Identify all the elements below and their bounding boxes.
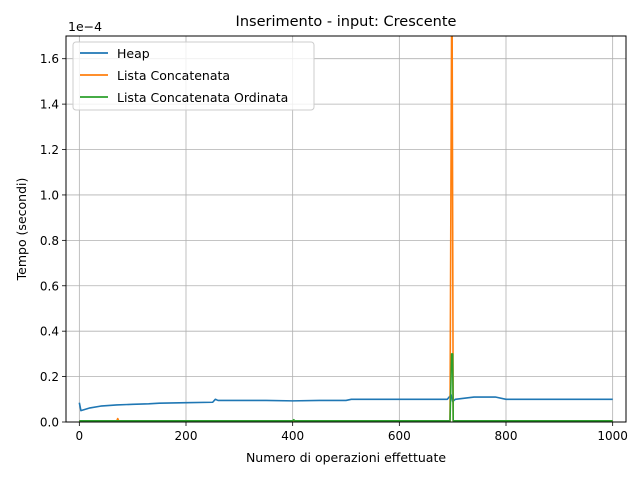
y-tick-label: 0.8 (40, 234, 59, 248)
y-tick-label: 1.0 (40, 188, 59, 202)
series-lines (78, 36, 613, 422)
y-tick-label: 0.0 (40, 416, 59, 430)
y-tick-label: 0.2 (40, 370, 59, 384)
x-tick-label: 600 (388, 429, 411, 443)
x-tick-label: 200 (175, 429, 198, 443)
x-tick-label: 1000 (597, 429, 628, 443)
legend-label-lista-concatenata-ordinata: Lista Concatenata Ordinata (117, 90, 288, 105)
x-tick-label: 0 (76, 429, 84, 443)
x-axis-label: Numero di operazioni effettuate (246, 450, 446, 465)
axis-ticks: 0 200 400 600 800 1000 0.0 0.2 0.4 0.6 0.8 1.0 1.2 1.… (40, 52, 628, 443)
y-axis-label: Tempo (secondi) (14, 178, 29, 282)
legend: Heap Lista Concatenata Lista Concatenata… (72, 41, 315, 111)
y-tick-label: 1.4 (40, 98, 59, 112)
legend-label-lista-concatenata: Lista Concatenata (117, 68, 230, 83)
y-tick-label: 1.2 (40, 143, 59, 157)
series-line-heap (78, 393, 613, 412)
y-axis-scale-label: 1e−4 (68, 19, 102, 34)
series-line-lista-concatenata-ordinata (79, 353, 613, 422)
plot-frame (65, 35, 627, 423)
y-tick-label: 0.6 (40, 279, 59, 293)
y-tick-label: 0.4 (40, 325, 59, 339)
x-tick-label: 800 (495, 429, 518, 443)
x-tick-label: 400 (281, 429, 304, 443)
legend-label-heap: Heap (117, 46, 150, 61)
chart-title: Inserimento - input: Crescente (236, 14, 457, 30)
y-tick-label: 1.6 (40, 52, 59, 66)
legend-box (72, 41, 315, 111)
